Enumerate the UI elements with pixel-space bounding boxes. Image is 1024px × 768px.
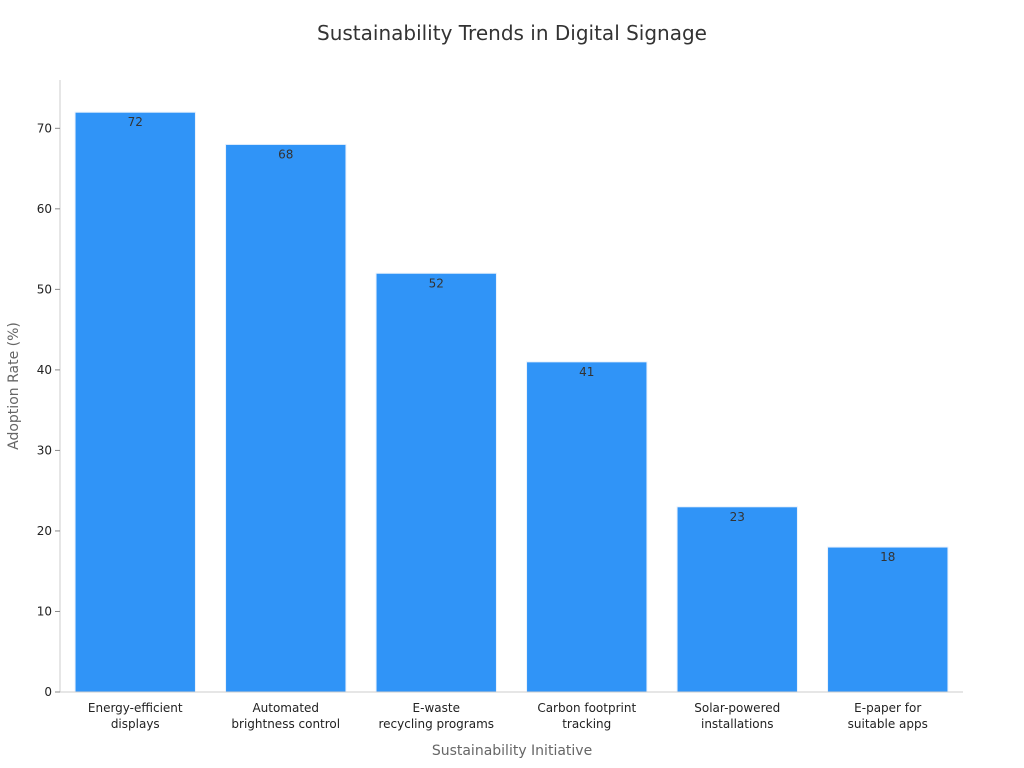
bar [225,143,347,693]
bar-value-label: 23 [730,510,745,524]
y-tick-label: 40 [37,363,52,377]
x-tick-label: tracking [562,717,611,731]
bar-value-label: 41 [579,365,594,379]
bars-layer: 72 68 52 41 23 18 [74,111,949,693]
bar-value-label: 18 [880,550,895,564]
x-tick-label: Automated [252,701,319,715]
bar-value-label: 68 [278,147,293,161]
y-tick-label: 60 [37,202,52,216]
y-tick-label: 10 [37,604,52,618]
bar [74,111,196,693]
y-axis-label: Adoption Rate (%) [6,322,22,450]
x-tick-label: displays [111,717,160,731]
bar [375,272,497,693]
bar [526,361,648,693]
y-tick-label: 70 [37,121,52,135]
x-tick-label: recycling programs [378,717,494,731]
x-axis-label: Sustainability Initiative [432,743,592,759]
x-tick-label: Solar-powered [694,701,780,715]
x-tick-label: E-waste [413,701,460,715]
bar [676,506,798,693]
y-tick-label: 50 [37,282,52,296]
x-tick-label: suitable apps [848,717,928,731]
chart-title: Sustainability Trends in Digital Signage [317,21,707,45]
bar [827,546,949,693]
x-tick-label: installations [701,717,774,731]
bar-value-label: 52 [429,276,444,290]
axes-layer: Energy-efficient displays Automated brightn… [37,80,963,731]
x-tick-label: Energy-efficient [88,701,183,715]
y-tick-label: 20 [37,524,52,538]
x-tick-label: E-paper for [854,701,921,715]
bar-value-label: 72 [128,115,143,129]
x-tick-label: brightness control [231,717,340,731]
y-tick-label: 30 [37,443,52,457]
y-tick-label: 0 [44,685,52,699]
x-tick-label: Carbon footprint [537,701,636,715]
